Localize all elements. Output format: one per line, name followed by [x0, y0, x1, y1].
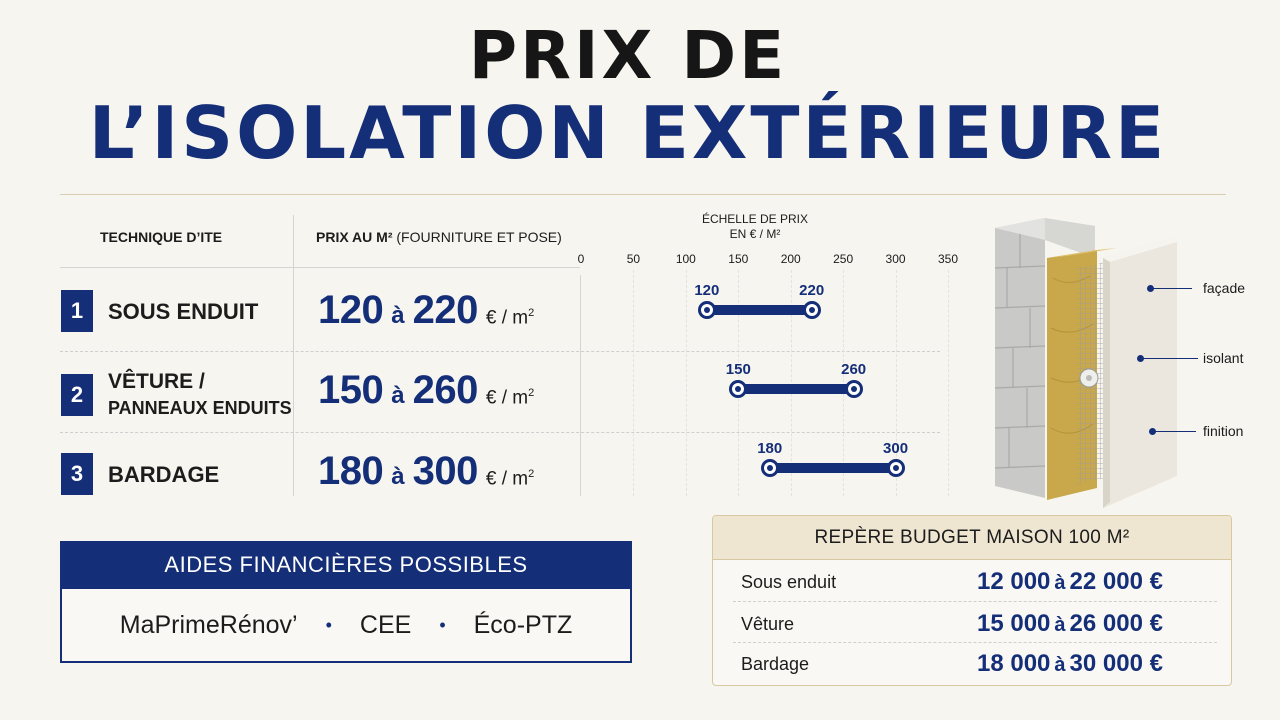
range-start-marker — [697, 301, 716, 319]
price-range-chart — [0, 0, 1, 1]
technique-panneaux: PANNEAUX ENDUITS — [108, 398, 292, 418]
bullet-separator: • — [325, 614, 332, 635]
row-number-1: 1 — [61, 290, 93, 332]
aide-maprimerenov: MaPrimeRénov’ — [119, 610, 298, 639]
budget-value-sous-enduit: 12 000 à 22 000 € — [977, 568, 1163, 595]
budget-row: Bardage 18 000 à 30 000 € — [713, 644, 1231, 684]
axis-tick-label: 50 — [626, 252, 641, 266]
budget-label-veture: Vêture — [741, 614, 795, 634]
range-max-label: 260 — [841, 361, 867, 378]
technique-bardage: BARDAGE — [108, 462, 220, 487]
range-min-label: 120 — [694, 282, 720, 299]
budget-label-bardage: Bardage — [741, 654, 810, 674]
row-divider-1 — [60, 351, 940, 352]
isolant-callout-line — [1140, 358, 1198, 359]
price-column-end — [580, 275, 581, 496]
finition-callout-dot — [1149, 428, 1156, 435]
range-end-marker — [886, 459, 905, 477]
axis-tick-label: 150 — [728, 252, 749, 266]
aides-list: MaPrimeRénov’ • CEE • Éco-PTZ — [60, 589, 632, 663]
axis-gridline — [895, 270, 897, 496]
axis-tick-label: 350 — [937, 252, 959, 266]
price-range-bar — [706, 305, 812, 315]
price-row-1: 120 à 220 € / m2 — [318, 288, 535, 332]
budget-value-veture: 15 000 à 26 000 € — [977, 610, 1163, 637]
budget-panel: REPÈRE BUDGET MAISON 100 M² Sous enduit … — [712, 515, 1232, 686]
aide-eco-ptz: Éco-PTZ — [473, 610, 573, 639]
range-min-label: 150 — [725, 361, 751, 378]
range-start-marker — [760, 459, 779, 477]
range-min-label: 180 — [757, 440, 783, 457]
axis-tick-label: 0 — [577, 252, 585, 266]
budget-divider — [733, 642, 1217, 643]
callout-finition: finition — [1203, 423, 1244, 439]
axis-gridline — [633, 270, 635, 496]
price-row-2: 150 à 260 € / m2 — [318, 368, 535, 412]
budget-row: Vêture 15 000 à 26 000 € — [713, 604, 1231, 644]
aide-cee: CEE — [359, 610, 412, 639]
axis-tick-label: 200 — [780, 252, 801, 266]
isolant-callout-dot — [1137, 355, 1144, 362]
range-end-marker — [802, 301, 821, 319]
axis-tick-label: 250 — [833, 252, 854, 266]
row-number-2: 2 — [61, 374, 93, 416]
callout-facade: façade — [1203, 280, 1246, 296]
budget-row: Sous enduit 12 000 à 22 000 € — [713, 562, 1231, 602]
range-start-marker — [729, 380, 748, 398]
price-range-bar — [769, 463, 896, 473]
range-max-label: 220 — [799, 282, 825, 299]
budget-value-bardage: 18 000 à 30 000 € — [977, 650, 1163, 677]
range-end-marker — [844, 380, 863, 398]
aides-title: AIDES FINANCIÈRES POSSIBLES — [60, 541, 632, 589]
axis-gridline — [790, 270, 792, 496]
budget-title: REPÈRE BUDGET MAISON 100 M² — [713, 516, 1231, 560]
title-divider — [60, 194, 1226, 195]
chart-title: ÉCHELLE DE PRIX EN € / M² — [701, 212, 809, 241]
budget-divider — [733, 601, 1217, 602]
column-divider — [293, 215, 294, 496]
axis-gridline — [685, 270, 687, 496]
axis-tick-label: 300 — [885, 252, 906, 266]
price-row-3: 180 à 300 € / m2 — [318, 449, 535, 493]
axis-gridline — [843, 270, 845, 496]
row-number-3: 3 — [61, 453, 93, 495]
axis-tick-label: 100 — [675, 252, 696, 266]
header-price: PRIX AU M² (FOURNITURE ET POSE) — [316, 229, 562, 245]
axis-gridline — [948, 270, 949, 496]
range-max-label: 300 — [883, 440, 909, 457]
title-line-2: L’ISOLATION EXTÉRIEURE — [88, 91, 1168, 175]
finition-callout-line — [1152, 431, 1196, 432]
technique-sous-enduit: SOUS ENDUIT — [108, 299, 259, 324]
row-divider-2 — [60, 432, 940, 433]
price-range-bar — [738, 384, 854, 394]
header-technique: TECHNIQUE D’ITE — [100, 229, 223, 245]
wall-cross-section-illustration — [994, 218, 1177, 508]
technique-veture: VÊTURE / — [108, 370, 205, 393]
callout-isolant: isolant — [1203, 350, 1244, 366]
bullet-separator: • — [439, 614, 446, 635]
title-line-1: PRIX DE — [468, 17, 788, 94]
header-underline — [60, 267, 580, 268]
facade-callout-dot — [1147, 285, 1154, 292]
facade-callout-line — [1150, 288, 1192, 289]
budget-label-sous-enduit: Sous enduit — [741, 572, 837, 592]
